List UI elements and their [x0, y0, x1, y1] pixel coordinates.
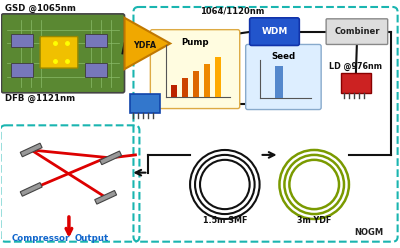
Text: 1.5m SMF: 1.5m SMF	[203, 216, 247, 225]
Bar	[204, 64, 210, 97]
FancyBboxPatch shape	[130, 94, 160, 114]
Polygon shape	[20, 143, 42, 157]
FancyBboxPatch shape	[85, 34, 107, 47]
Text: Output: Output	[75, 234, 109, 243]
Text: DFB @1121nm: DFB @1121nm	[5, 94, 76, 103]
Text: Seed: Seed	[271, 52, 296, 61]
Bar	[215, 57, 221, 97]
FancyBboxPatch shape	[11, 63, 33, 77]
Bar	[276, 66, 284, 98]
Text: 3m YDF: 3m YDF	[297, 216, 331, 225]
Text: Combiner: Combiner	[334, 27, 380, 36]
Polygon shape	[20, 183, 42, 196]
FancyBboxPatch shape	[150, 30, 240, 109]
Text: Pump: Pump	[181, 37, 209, 47]
Bar	[193, 71, 199, 97]
FancyBboxPatch shape	[246, 44, 321, 110]
FancyBboxPatch shape	[250, 18, 299, 45]
FancyBboxPatch shape	[1, 14, 124, 93]
FancyBboxPatch shape	[11, 34, 33, 47]
Text: NOGM: NOGM	[354, 228, 384, 237]
Text: YDFA: YDFA	[133, 41, 156, 50]
Text: LD @976nm: LD @976nm	[330, 62, 382, 71]
FancyBboxPatch shape	[40, 36, 78, 68]
Bar	[182, 78, 188, 97]
Polygon shape	[124, 18, 170, 69]
Text: Compressor: Compressor	[11, 234, 70, 243]
Text: 1064/1120nm: 1064/1120nm	[200, 7, 264, 16]
Text: WDM: WDM	[261, 27, 288, 36]
Polygon shape	[95, 190, 117, 204]
Bar	[171, 85, 177, 97]
FancyBboxPatch shape	[326, 19, 388, 44]
Text: GSD @1065nm: GSD @1065nm	[5, 4, 76, 13]
FancyBboxPatch shape	[85, 63, 107, 77]
FancyBboxPatch shape	[341, 73, 371, 93]
Polygon shape	[100, 151, 122, 165]
